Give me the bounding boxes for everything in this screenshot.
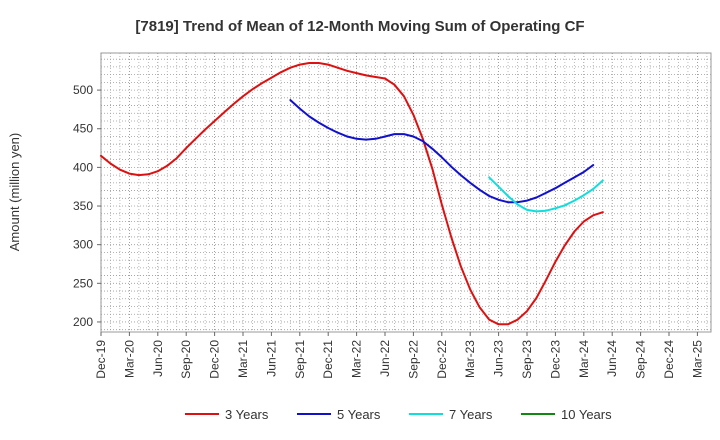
legend-label: 10 Years <box>561 407 612 422</box>
x-tick-label: Mar-20 <box>122 340 136 378</box>
y-tick-label: 300 <box>73 238 93 252</box>
x-tick-label: Jun-23 <box>492 340 506 377</box>
x-tick-label: Sep-20 <box>179 340 193 379</box>
x-tick-label: Sep-24 <box>634 340 648 379</box>
legend-item-3-years: 3 Years <box>185 407 269 422</box>
x-tick-label: Mar-21 <box>236 340 250 378</box>
x-tick-label: Mar-24 <box>577 340 591 378</box>
legend-item-10-years: 10 Years <box>521 407 612 422</box>
x-tick-label: Sep-23 <box>520 340 534 379</box>
legend-label: 7 Years <box>449 407 493 422</box>
y-tick-label: 250 <box>73 276 93 290</box>
legend-label: 5 Years <box>337 407 381 422</box>
series-line-7-years <box>488 176 604 213</box>
y-tick-label: 400 <box>73 160 93 174</box>
y-tick-label: 500 <box>73 83 93 97</box>
chart-title: [7819] Trend of Mean of 12-Month Moving … <box>135 18 584 35</box>
series-lines <box>100 62 604 326</box>
y-axis-label: Amount (million yen) <box>7 133 22 252</box>
x-axis: Dec-19 Mar-20 Jun-20 Sep-20 Dec-20 Mar-21 Jun-… <box>94 332 704 379</box>
y-tick-label: 350 <box>73 199 93 213</box>
x-tick-label: Jun-24 <box>605 340 619 377</box>
legend: 3 Years 5 Years 7 Years 10 Years <box>185 407 612 422</box>
plot-area <box>100 52 712 333</box>
y-tick-label: 200 <box>73 315 93 329</box>
x-tick-label: Dec-24 <box>662 340 676 379</box>
x-tick-label: Mar-25 <box>690 340 704 378</box>
x-tick-label: Mar-22 <box>350 340 364 378</box>
series-line-5-years <box>289 99 595 204</box>
y-tick-label: 450 <box>73 122 93 136</box>
x-tick-label: Jun-20 <box>151 340 165 377</box>
x-tick-label: Dec-23 <box>548 340 562 379</box>
x-tick-label: Dec-21 <box>321 340 335 379</box>
legend-item-7-years: 7 Years <box>409 407 493 422</box>
x-tick-label: Jun-21 <box>264 340 278 377</box>
x-tick-label: Mar-23 <box>463 340 477 378</box>
x-tick-label: Sep-21 <box>293 340 307 379</box>
x-tick-label: Dec-22 <box>435 340 449 379</box>
x-tick-label: Dec-20 <box>208 340 222 379</box>
x-tick-label: Jun-22 <box>378 340 392 377</box>
x-tick-label: Dec-19 <box>94 340 108 379</box>
legend-label: 3 Years <box>225 407 269 422</box>
series-line-3-years <box>100 62 604 326</box>
legend-item-5-years: 5 Years <box>297 407 381 422</box>
y-axis: 200 250 300 350 400 450 500 <box>73 83 101 329</box>
x-tick-label: Sep-22 <box>406 340 420 379</box>
